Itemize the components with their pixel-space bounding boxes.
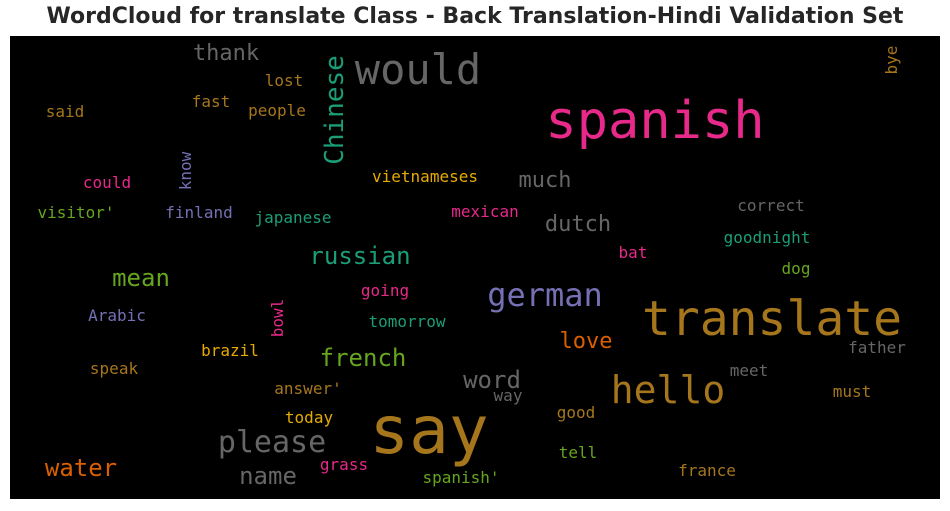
cloud-word: grass [319,455,369,474]
cloud-word: people [248,101,306,120]
cloud-word: way [493,386,523,405]
cloud-word: france [678,461,736,480]
cloud-word: meet [729,361,769,380]
cloud-word: correct [737,196,805,215]
cloud-word: dutch [544,212,612,237]
cloud-word: german [487,276,603,314]
cloud-word: visitor' [37,203,115,222]
cloud-word: Chinese [320,55,350,165]
chart-title: WordCloud for translate Class - Back Tra… [46,4,904,29]
cloud-word: french [319,344,407,372]
cloud-word: say [369,392,489,469]
cloud-word: father [848,338,906,357]
cloud-word: Arabic [88,306,146,325]
cloud-word: must [832,382,872,401]
cloud-word: would [354,45,482,94]
cloud-word: word [463,366,521,394]
cloud-word: spanish [545,91,765,151]
cloud-word: said [45,102,85,121]
cloud-word: mean [112,264,170,292]
cloud-word: fast [191,92,231,111]
cloud-word: dog [781,259,811,278]
cloud-word: brazil [201,341,259,360]
cloud-word: tell [558,443,598,462]
cloud-word: tomorrow [368,312,446,331]
cloud-word: translate [641,291,903,347]
cloud-word: mexican [451,202,519,221]
cloud-word: japanese [254,208,332,227]
cloud-word: bowl [268,298,287,338]
cloud-word: much [518,168,572,193]
cloud-word: speak [89,359,139,378]
cloud-word: bat [618,243,648,262]
cloud-word: finland [165,203,233,222]
cloud-word: love [559,329,613,354]
cloud-word: thank [192,41,260,66]
word-cloud: say spanish translate would hello german Chine… [10,36,940,499]
cloud-word: russian [309,242,411,270]
cloud-word: name [239,462,297,490]
cloud-word: going [360,281,410,300]
cloud-word: please [217,425,327,460]
cloud-word: spanish' [422,468,500,487]
cloud-word: bye [882,45,901,75]
cloud-word: know [176,151,195,191]
cloud-word: water [44,454,118,482]
cloud-word: vietnameses [372,167,478,186]
cloud-word: answer' [274,379,342,398]
cloud-word: could [82,173,132,192]
cloud-word: hello [610,368,726,412]
cloud-word: today [284,408,334,427]
cloud-word: good [556,403,596,422]
cloud-word: goodnight [723,228,811,247]
cloud-word: lost [264,71,304,90]
